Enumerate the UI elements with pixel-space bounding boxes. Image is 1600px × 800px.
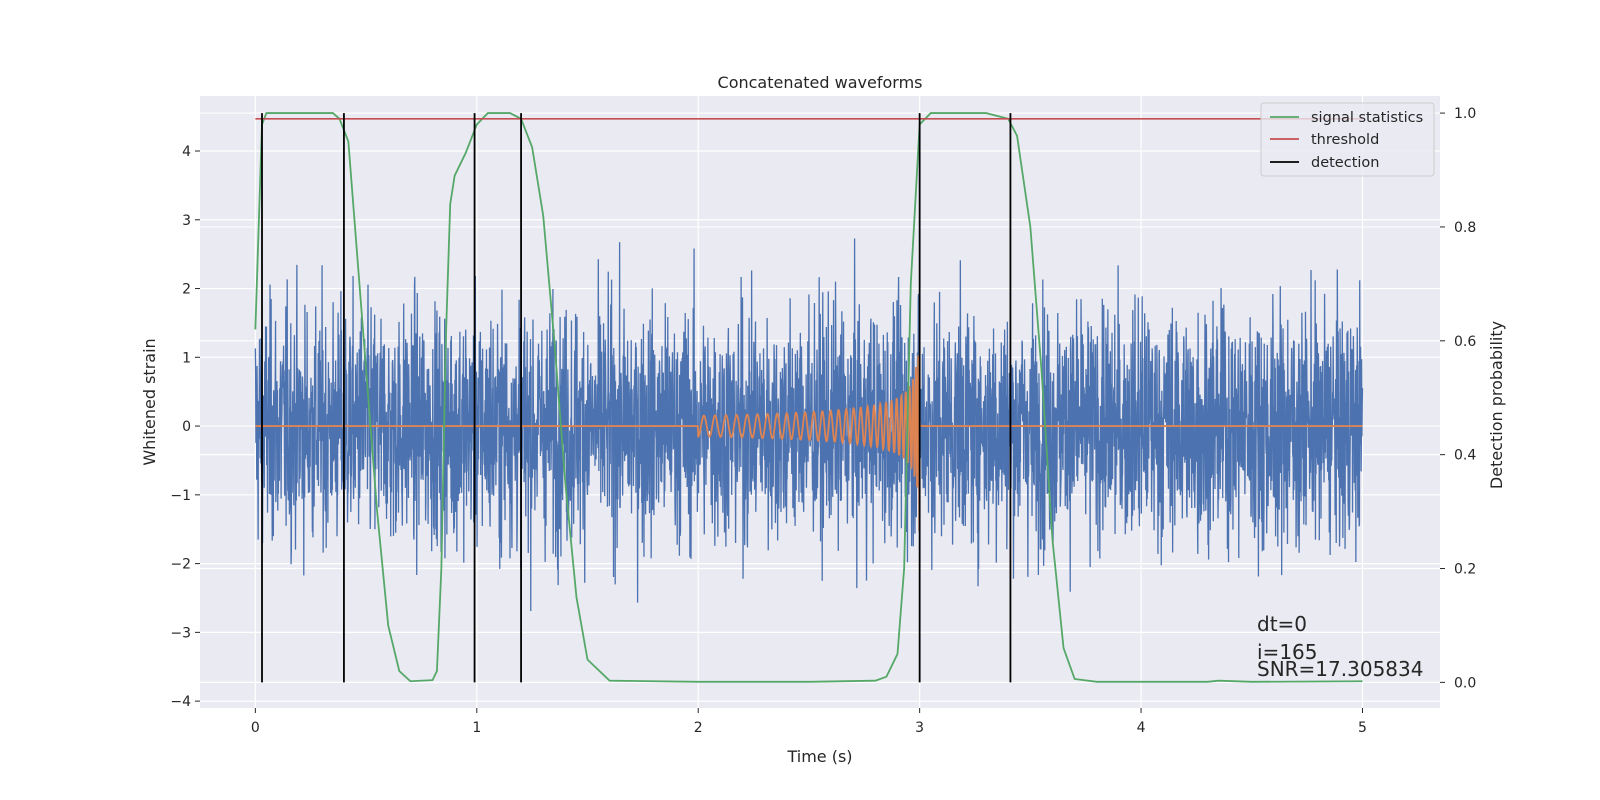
y-tick-label: 0: [182, 419, 191, 435]
y2-tick-label: 1.0: [1454, 106, 1476, 122]
y2-tick-label: 0.0: [1454, 675, 1476, 691]
legend-box: [1260, 102, 1435, 177]
axis-ticks: 0 1 2 3 4 5 −4 −3 −2 −1 0 1 2 3 4 0.0 0.2 0.4 0.6 0.8 1.0: [170, 106, 1476, 736]
x-tick-label: 4: [1137, 720, 1146, 736]
y2-tick-label: 0.8: [1454, 220, 1476, 236]
x-tick-label: 5: [1358, 720, 1367, 736]
strain-noise-series: [254, 238, 1364, 611]
x-tick-label: 1: [472, 720, 481, 736]
y-axis-label: Whitened strain: [140, 338, 159, 465]
y2-tick-label: 0.4: [1454, 448, 1476, 464]
strain-noise-line: [254, 238, 1364, 611]
injected-waveform-line: [255, 355, 1363, 532]
legend-threshold-label: threshold: [1311, 132, 1379, 148]
chart-title: Concatenated waveforms: [718, 73, 923, 92]
y-tick-label: −1: [170, 488, 191, 504]
y-tick-label: −2: [170, 557, 191, 573]
annotation-dt: dt=0: [1257, 612, 1307, 636]
legend-signal-statistics-label: signal statistics: [1311, 110, 1423, 126]
annotation-snr: SNR=17.305834: [1257, 657, 1423, 681]
x-tick-label: 3: [915, 720, 924, 736]
y-tick-label: 2: [182, 282, 191, 298]
y2-tick-label: 0.2: [1454, 562, 1476, 578]
legend: signal statistics threshold detection: [1260, 102, 1435, 177]
y-tick-label: 1: [182, 350, 191, 366]
signal-statistics-line: [254, 112, 1363, 683]
detection-series: [261, 113, 1012, 683]
legend-detection-label: detection: [1311, 155, 1379, 171]
y-tick-label: −3: [170, 625, 191, 641]
y2-axis-label: Detection probability: [1487, 321, 1506, 489]
y-tick-label: 3: [182, 213, 191, 229]
injected-waveform-series: [255, 355, 1363, 532]
x-axis-label: Time (s): [786, 747, 852, 766]
x-tick-label: 0: [251, 720, 260, 736]
x-tick-label: 2: [694, 720, 703, 736]
y-tick-label: 4: [182, 144, 191, 160]
annotation-i: i=165: [1257, 640, 1318, 664]
signal-statistics-series: [254, 112, 1363, 683]
y-tick-label: −4: [170, 694, 191, 710]
y2-tick-label: 0.6: [1454, 334, 1476, 350]
